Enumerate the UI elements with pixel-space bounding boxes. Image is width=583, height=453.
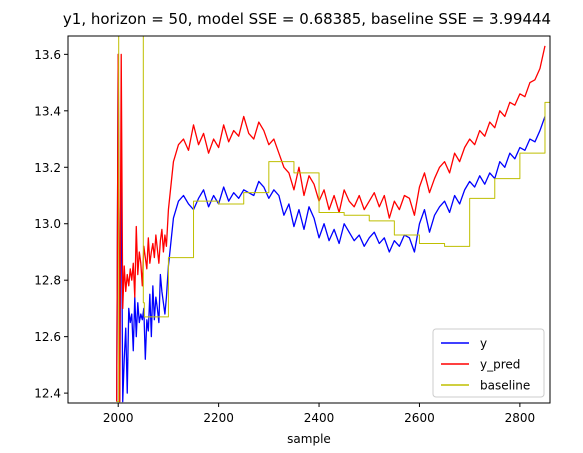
- x-tick-label: 2200: [203, 411, 234, 425]
- series-line-baseline: [116, 36, 550, 403]
- legend-label-y-pred: y_pred: [480, 358, 520, 372]
- series-line-y-pred: [116, 45, 546, 403]
- x-axis: 2000 2200 2400 2600 2800: [103, 403, 535, 425]
- legend-label-baseline: baseline: [480, 379, 530, 393]
- y-tick-label: 12.6: [34, 330, 61, 344]
- x-tick-label: 2400: [304, 411, 335, 425]
- plot-frame: [67, 35, 551, 404]
- x-axis-label: sample: [287, 432, 331, 446]
- legend-box: [432, 328, 545, 398]
- y-tick-label: 13.0: [34, 217, 61, 231]
- y-tick-label: 13.2: [34, 161, 61, 175]
- y-tick-label: 12.8: [34, 274, 61, 288]
- y-tick-label: 12.4: [34, 387, 61, 401]
- x-tick-label: 2600: [404, 411, 435, 425]
- x-tick-label: 2800: [505, 411, 536, 425]
- y-tick-label: 13.4: [34, 104, 61, 118]
- legend-label-y: y: [480, 337, 487, 351]
- y-tick-label: 13.6: [34, 48, 61, 62]
- series-layer: [116, 36, 550, 403]
- y-axis: 12.4 12.6 12.8 13.0 13.2 13.4 13.6: [34, 48, 68, 401]
- legend[interactable]: y y_pred baseline: [432, 328, 545, 398]
- x-tick-label: 2000: [103, 411, 134, 425]
- chart-title: y1, horizon = 50, model SSE = 0.68385, b…: [63, 10, 551, 28]
